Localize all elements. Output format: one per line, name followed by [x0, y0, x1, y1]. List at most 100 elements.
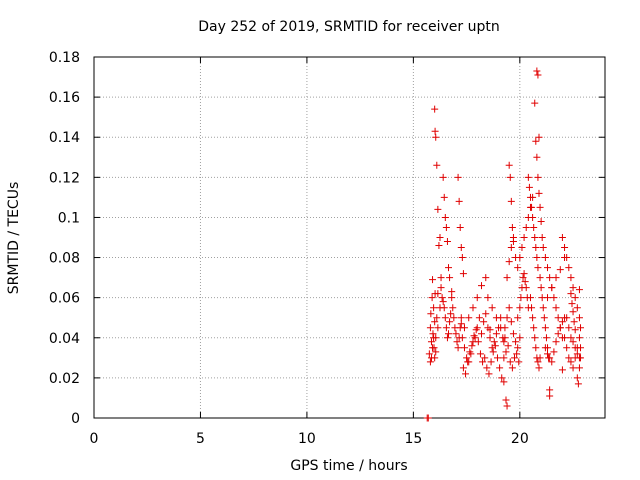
data-point	[481, 354, 489, 362]
data-point	[493, 354, 501, 362]
data-point	[455, 197, 463, 205]
data-point	[573, 350, 581, 358]
data-point	[458, 334, 466, 342]
data-point	[436, 234, 444, 241]
data-point	[426, 358, 434, 366]
data-point	[546, 386, 554, 394]
data-point	[439, 173, 447, 181]
data-point	[457, 320, 465, 328]
data-point	[548, 284, 556, 292]
data-point	[482, 274, 490, 282]
data-point	[530, 223, 538, 231]
data-point	[520, 270, 528, 278]
data-point	[465, 314, 473, 322]
data-point	[556, 266, 564, 274]
data-point	[489, 348, 497, 356]
data-point	[427, 338, 435, 346]
data-point	[505, 304, 513, 312]
data-point	[442, 324, 450, 332]
y-tick-label: 0.02	[49, 371, 80, 387]
data-point	[531, 334, 539, 342]
data-point	[500, 354, 508, 362]
data-point	[514, 344, 522, 352]
data-point	[503, 314, 511, 322]
data-point	[573, 304, 581, 312]
data-point	[443, 238, 451, 246]
data-point	[517, 294, 525, 302]
data-point	[483, 364, 491, 372]
data-point	[531, 99, 539, 107]
data-point	[441, 213, 449, 221]
data-point	[514, 264, 522, 272]
data-point	[575, 364, 583, 372]
data-point	[577, 324, 585, 332]
plot-frame	[93, 56, 606, 419]
data-point	[571, 326, 579, 334]
data-point	[569, 364, 577, 372]
data-point	[534, 71, 542, 79]
data-point	[433, 314, 441, 322]
data-point	[565, 264, 573, 272]
data-point	[479, 358, 487, 366]
data-point	[513, 350, 521, 358]
data-point	[459, 364, 467, 372]
data-point	[535, 364, 543, 372]
data-point	[574, 380, 582, 388]
data-point	[533, 254, 541, 262]
data-point	[521, 278, 529, 286]
data-point	[430, 304, 438, 312]
y-tick-label: 0.06	[49, 291, 80, 307]
data-point	[484, 294, 492, 302]
data-point	[453, 338, 461, 346]
data-point	[425, 350, 433, 358]
data-point	[503, 402, 511, 410]
data-point	[541, 344, 549, 352]
data-point	[567, 358, 575, 366]
x-tick-label: 5	[196, 431, 205, 447]
data-point	[446, 318, 454, 326]
data-point	[466, 348, 474, 356]
data-point	[533, 153, 541, 161]
data-point	[447, 310, 455, 318]
data-point	[567, 290, 575, 298]
data-point	[505, 161, 513, 169]
data-point	[441, 314, 449, 322]
data-point	[457, 314, 465, 322]
data-point	[488, 304, 496, 312]
data-point	[531, 234, 539, 241]
data-point	[500, 338, 508, 346]
data-point	[485, 370, 493, 378]
data-point	[478, 330, 486, 338]
data-point	[538, 234, 546, 241]
data-point	[431, 105, 439, 113]
data-point	[486, 326, 494, 334]
data-point	[498, 374, 506, 382]
data-point	[480, 318, 488, 326]
data-point	[514, 314, 522, 322]
data-point	[438, 294, 446, 302]
data-point	[516, 334, 524, 342]
data-point	[476, 350, 484, 358]
data-point	[546, 274, 554, 282]
data-point	[431, 318, 439, 326]
data-point	[558, 318, 566, 326]
data-point	[432, 348, 440, 356]
data-point	[535, 133, 543, 141]
data-point	[533, 67, 541, 75]
data-point	[524, 173, 532, 181]
data-point	[492, 314, 500, 322]
data-point	[501, 334, 509, 342]
data-point	[458, 254, 466, 262]
data-point	[492, 330, 500, 338]
data-point	[568, 300, 576, 308]
data-point	[468, 342, 476, 350]
data-point	[508, 223, 516, 231]
data-point	[526, 193, 534, 201]
data-point	[443, 334, 451, 342]
data-point	[567, 334, 575, 342]
data-point	[460, 324, 468, 332]
data-point	[522, 284, 530, 292]
data-point	[507, 197, 515, 205]
x-tick-label: 15	[404, 431, 422, 447]
